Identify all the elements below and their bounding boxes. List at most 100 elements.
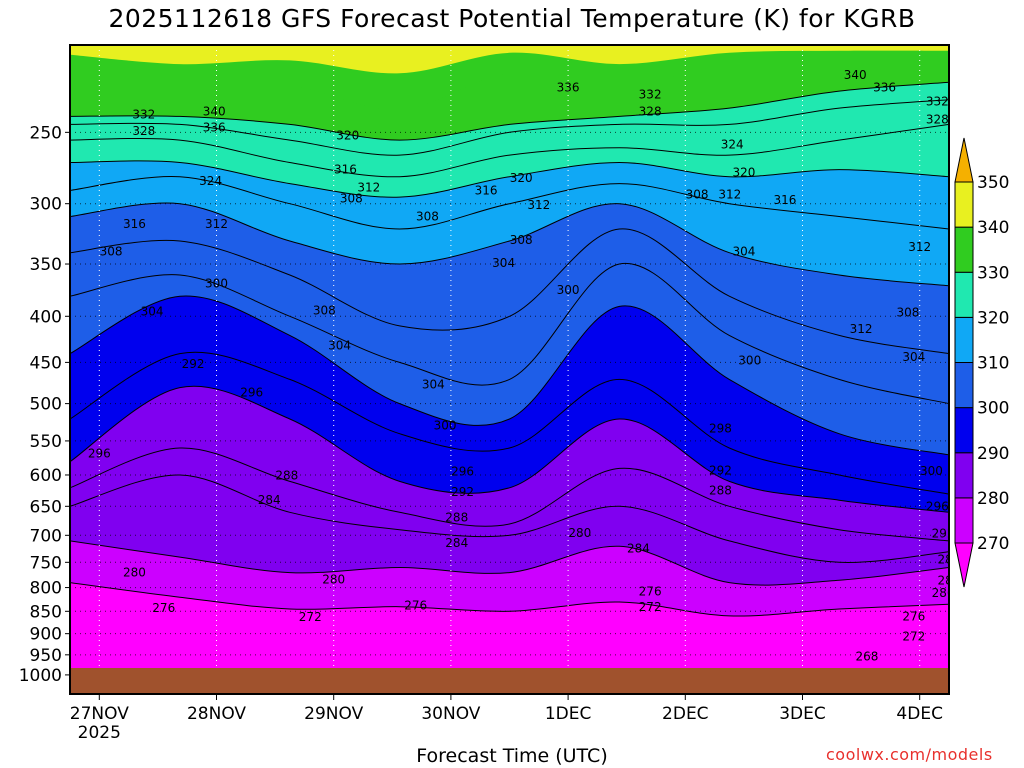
contour-label: 336 [203, 121, 226, 135]
contour-label: 276 [152, 601, 175, 615]
contour-label: 280 [568, 526, 591, 540]
contour-300 [70, 295, 949, 456]
y-tick-label: 950 [30, 646, 62, 666]
contour-label: 280 [932, 586, 955, 600]
y-tick-label: 350 [30, 255, 62, 275]
contour-label: 316 [475, 183, 498, 197]
x-tick-label: 1DEC [545, 704, 592, 724]
contour-label: 320 [967, 113, 990, 127]
colorbar-segment [954, 452, 974, 499]
contour-label: 304 [902, 350, 925, 364]
contour-label: 288 [445, 511, 468, 525]
contour-label: 304 [732, 245, 755, 259]
plot-frame [69, 44, 950, 695]
contour-label: 316 [334, 163, 357, 177]
contour-label: 284 [938, 574, 961, 588]
contour-label: 296 [240, 386, 263, 400]
pressure-axis: 250 300 350 400 450 500 550 600 650 700 750 800 850 9… [19, 123, 70, 686]
source-credit: coolwx.com/models [826, 745, 993, 764]
y-tick-label: 450 [30, 353, 62, 373]
x-tick-label: 30NOV [421, 704, 480, 724]
contour-label: 308 [510, 233, 533, 247]
contour-label: 320 [732, 165, 755, 179]
colorbar-label: 340 [977, 218, 1009, 238]
y-tick-label: 550 [30, 432, 62, 452]
contour-324 [70, 123, 949, 178]
x-tick-year: 2025 [78, 723, 121, 743]
contour-label: 308 [340, 191, 363, 205]
x-tick-label: 28NOV [187, 704, 246, 724]
y-tick-label: 1000 [19, 666, 62, 686]
contour-label: 312 [908, 240, 931, 254]
y-tick-label: 400 [30, 307, 62, 327]
contour-label: 332 [926, 94, 949, 108]
contour-284 [70, 474, 949, 563]
colorbar-segment [954, 362, 974, 409]
contour-label: 328 [926, 113, 949, 127]
contour-label: 288 [709, 483, 732, 497]
colorbar-segment [954, 181, 974, 228]
contour-332 [70, 81, 949, 141]
y-tick-label: 700 [30, 526, 62, 546]
contour-label: 292 [182, 357, 205, 371]
contour-label: 300 [434, 419, 457, 433]
contour-label: 316 [773, 193, 796, 207]
contour-308 [70, 228, 949, 355]
contour-label: 280 [322, 573, 345, 587]
colorbar-label: 270 [977, 534, 1009, 554]
contour-label: 308 [100, 245, 123, 259]
contour-label: 308 [416, 210, 439, 224]
contour-label: 308 [979, 383, 1002, 397]
contour-label: 272 [299, 610, 322, 624]
contour-label: 296 [451, 465, 474, 479]
chart-title: 2025112618 GFS Forecast Potential Temper… [108, 4, 916, 33]
contour-312 [70, 202, 949, 287]
contour-label: 292 [451, 485, 474, 499]
contour-label: 332 [132, 108, 155, 122]
colorbar-segment [954, 407, 974, 454]
contour-label: 288 [938, 553, 961, 567]
ground-below-surface [70, 668, 949, 694]
y-tick-label: 250 [30, 123, 62, 143]
y-tick-label: 300 [30, 195, 62, 215]
contour-label: 288 [275, 469, 298, 483]
contour-label: 298 [709, 422, 732, 436]
contour-label: 340 [844, 68, 867, 82]
colorbar: 270 280 290 300 310 320 330 340 350 [954, 137, 1009, 588]
contour-label: 340 [203, 104, 226, 118]
contour-320 [70, 160, 949, 198]
contour-label: 276 [404, 599, 427, 613]
colorbar-extend-low [954, 542, 974, 588]
colorbar-label: 310 [977, 354, 1009, 374]
colorbar-segment [954, 271, 974, 318]
contour-label: 276 [902, 609, 925, 623]
y-tick-label: 800 [30, 579, 62, 599]
x-tick-label: 29NOV [304, 704, 363, 724]
contour-316 [70, 175, 949, 230]
colorbar-extend-high [954, 137, 974, 183]
contour-label: 304 [422, 377, 445, 391]
contour-label: 304 [141, 304, 164, 318]
colorbar-segment [954, 226, 974, 273]
colorbar-label: 280 [977, 489, 1009, 509]
contour-label: 268 [856, 649, 879, 663]
y-tick-label: 500 [30, 395, 62, 415]
contour-label: 324 [949, 89, 972, 103]
contour-label: 304 [328, 338, 351, 352]
contour-label: 320 [510, 171, 533, 185]
contour-label: 292 [932, 527, 955, 541]
contour-label: 336 [873, 81, 896, 95]
contour-label: 308 [686, 187, 709, 201]
colorbar-label: 330 [977, 263, 1009, 283]
x-tick-label: 27NOV [70, 704, 129, 724]
contour-label: 292 [709, 463, 732, 477]
y-tick-label: 850 [30, 602, 62, 622]
band-344 [70, 45, 949, 74]
contour-label: 296 [926, 499, 949, 513]
colorbar-label: 300 [977, 399, 1009, 419]
contour-304 [70, 262, 949, 405]
contour-label: 300 [920, 464, 943, 478]
contour-label: 312 [850, 322, 873, 336]
